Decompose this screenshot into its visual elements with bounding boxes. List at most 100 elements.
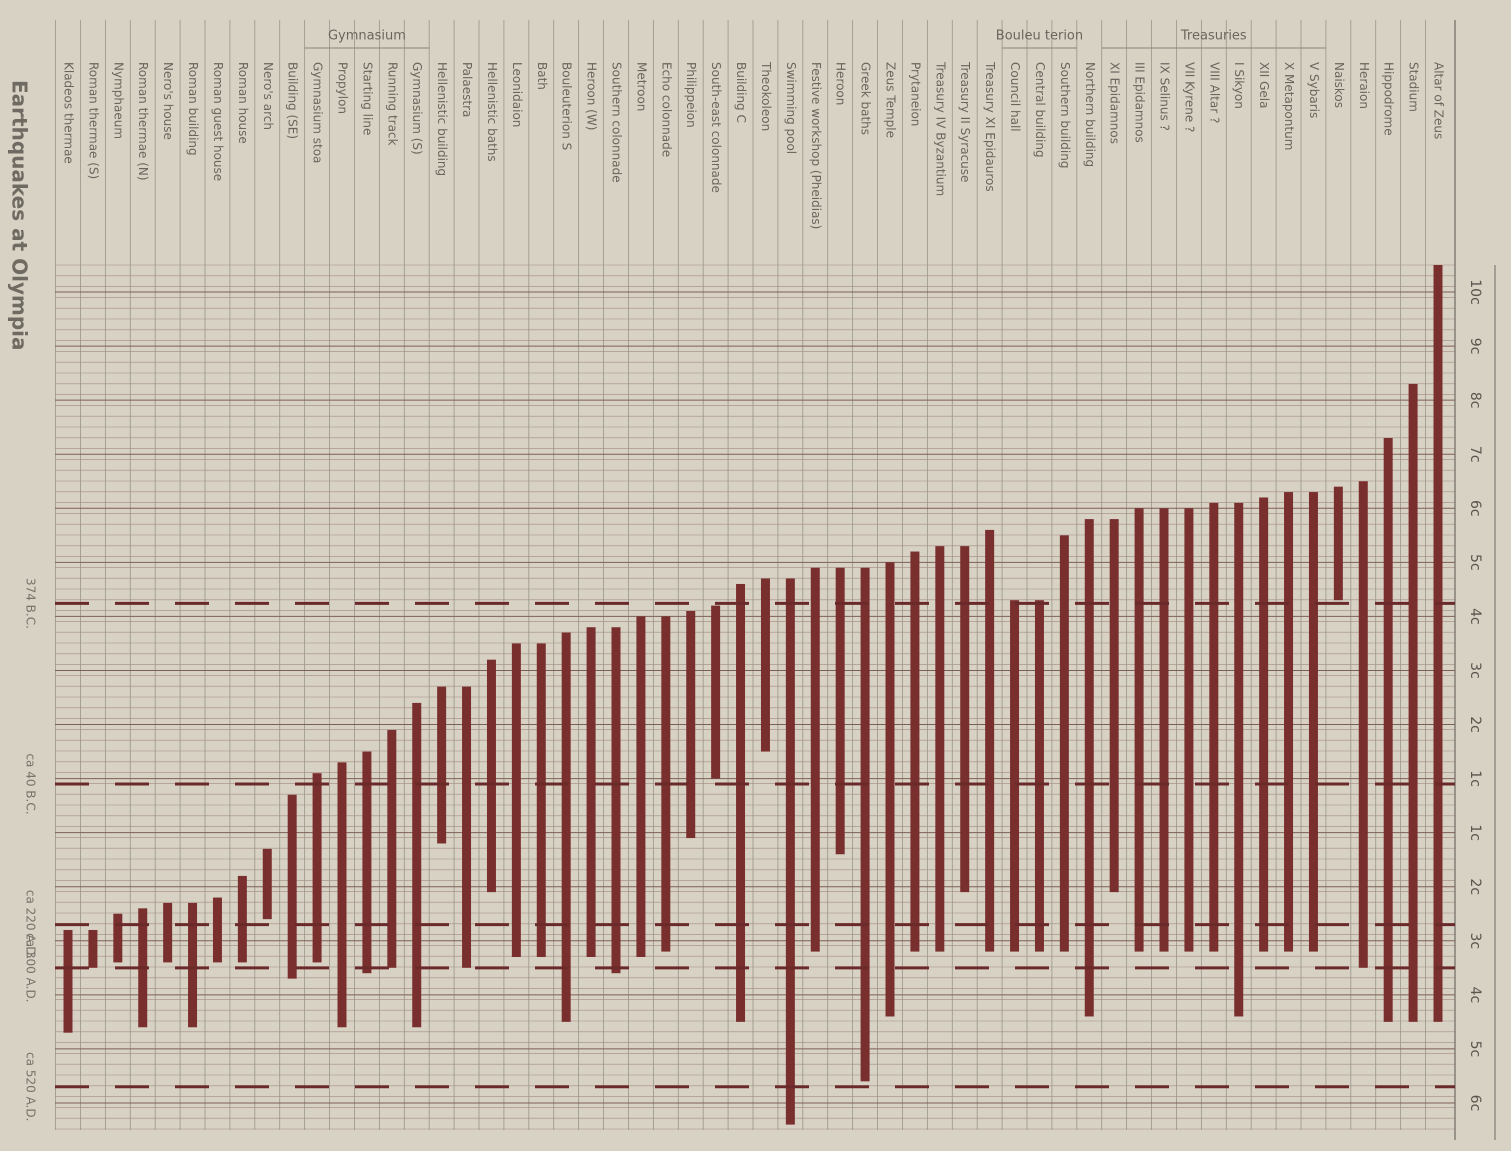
category-label: Prytaneion bbox=[908, 62, 922, 126]
range-bar bbox=[237, 875, 247, 963]
y-tick-label: 7c bbox=[1467, 446, 1483, 463]
category-label: Southern building bbox=[1058, 62, 1072, 168]
category-label: Leonidaion bbox=[510, 62, 524, 127]
range-bar bbox=[711, 605, 721, 779]
range-bar bbox=[1184, 508, 1194, 952]
range-bar bbox=[885, 562, 895, 1017]
category-label: I Sikyon bbox=[1232, 62, 1246, 109]
category-label: Council hall bbox=[1008, 62, 1022, 132]
category-label: Running track bbox=[385, 62, 399, 146]
range-bar bbox=[1010, 600, 1020, 952]
category-label: VII Kyrene ? bbox=[1182, 62, 1196, 132]
range-bar bbox=[1084, 519, 1094, 1017]
y-tick-label: 3c bbox=[1467, 932, 1483, 949]
category-label: Roman building bbox=[186, 62, 200, 156]
range-bar bbox=[561, 632, 571, 1022]
y-tick-label: 9c bbox=[1467, 338, 1483, 355]
range-bar bbox=[611, 627, 621, 974]
category-label: Heroon (W) bbox=[585, 62, 599, 130]
category-label: Roman thermae (S) bbox=[86, 62, 100, 179]
category-label: Starting line bbox=[360, 62, 374, 135]
category-label: Echo colonnade bbox=[659, 62, 673, 157]
category-label: Swimming pool bbox=[784, 62, 798, 154]
range-bar bbox=[1333, 486, 1343, 601]
range-bar bbox=[736, 583, 746, 1022]
range-bar bbox=[486, 659, 496, 893]
category-label: Festive workshop (Pheidias) bbox=[809, 62, 823, 229]
y-tick-label: 1c bbox=[1467, 770, 1483, 787]
range-bar bbox=[910, 551, 920, 952]
range-bar bbox=[1383, 438, 1393, 1022]
range-bar bbox=[835, 567, 845, 855]
category-label: Bath bbox=[535, 62, 549, 90]
range-bar bbox=[387, 729, 397, 968]
category-label: X Metapontum bbox=[1282, 62, 1296, 150]
category-label: Kladeos thermae bbox=[62, 62, 76, 164]
category-label: Treasury II Syracuse bbox=[958, 61, 972, 182]
category-label: Southern colonnade bbox=[610, 62, 624, 183]
y-tick-label: 5c bbox=[1467, 1041, 1483, 1058]
range-bar bbox=[586, 627, 596, 957]
category-label: III Epidamnos bbox=[1133, 62, 1147, 143]
category-label: Greek baths bbox=[859, 62, 873, 135]
category-label: Northern building bbox=[1083, 62, 1097, 167]
range-bar bbox=[63, 929, 73, 1033]
group-label: Gymnasium bbox=[328, 29, 406, 44]
range-bar bbox=[1358, 481, 1368, 968]
range-bar bbox=[785, 578, 795, 1125]
category-label: Nymphaeum bbox=[111, 62, 125, 139]
range-bar bbox=[113, 913, 123, 963]
range-bar bbox=[1209, 502, 1219, 952]
category-label: Heroon bbox=[834, 62, 848, 105]
y-tick-label: 4c bbox=[1467, 987, 1483, 1004]
range-bar bbox=[437, 686, 447, 844]
category-label: Hippodrome bbox=[1382, 62, 1396, 136]
category-label: Metroon bbox=[634, 62, 648, 111]
category-label: Propylon bbox=[336, 62, 350, 114]
range-bar bbox=[337, 762, 347, 1028]
range-bar bbox=[262, 848, 272, 920]
range-bar bbox=[1059, 535, 1069, 952]
category-label: Theokoleon bbox=[759, 61, 773, 131]
range-bar bbox=[686, 611, 696, 839]
range-bar bbox=[960, 546, 970, 893]
y-tick-label: 8c bbox=[1467, 392, 1483, 409]
y-tick-label: 4c bbox=[1467, 608, 1483, 625]
range-bar bbox=[188, 902, 198, 1028]
range-bar bbox=[810, 567, 820, 952]
category-label: Gymnasium stoa bbox=[311, 62, 325, 163]
category-label: Roman thermae (N) bbox=[136, 62, 150, 181]
category-label: V Sybaris bbox=[1307, 62, 1321, 118]
range-bar bbox=[1134, 508, 1144, 952]
group-label: Treasuries bbox=[1180, 29, 1247, 44]
range-bar bbox=[412, 702, 422, 1028]
range-bar bbox=[88, 929, 98, 968]
category-label: Treasury IV Byzantium bbox=[933, 61, 947, 196]
category-label: Hellenistic baths bbox=[485, 62, 499, 162]
range-bar bbox=[536, 643, 546, 957]
y-tick-label: 6c bbox=[1467, 1095, 1483, 1112]
range-bar bbox=[760, 578, 770, 752]
category-label: Central building bbox=[1033, 62, 1047, 158]
y-tick-label: 3c bbox=[1467, 662, 1483, 679]
category-label: XII Gela bbox=[1257, 62, 1271, 108]
range-bar bbox=[312, 773, 322, 963]
group-label: Bouleu terion bbox=[996, 29, 1083, 44]
range-bar bbox=[1308, 492, 1318, 952]
earthquake-label: ca 520 A.D. bbox=[24, 1052, 38, 1121]
category-label: Treasury XI Epidauros bbox=[983, 61, 997, 192]
range-bar bbox=[1109, 519, 1119, 893]
y-tick-label: 6c bbox=[1467, 500, 1483, 517]
range-bar bbox=[935, 546, 945, 952]
category-label: South-east colonnade bbox=[709, 62, 723, 193]
category-label: Zeus Temple bbox=[884, 62, 898, 138]
range-bar bbox=[860, 567, 870, 1082]
earthquake-label: ca 300 A.D. bbox=[24, 933, 38, 1002]
category-label: Nero's arch bbox=[261, 62, 275, 130]
category-label: Gymnasium (S) bbox=[410, 62, 424, 155]
range-bar bbox=[1234, 502, 1244, 1017]
range-bar bbox=[1433, 265, 1443, 1022]
category-label: Roman guest house bbox=[211, 62, 225, 181]
range-bar bbox=[163, 902, 173, 963]
range-bar bbox=[1284, 492, 1294, 952]
